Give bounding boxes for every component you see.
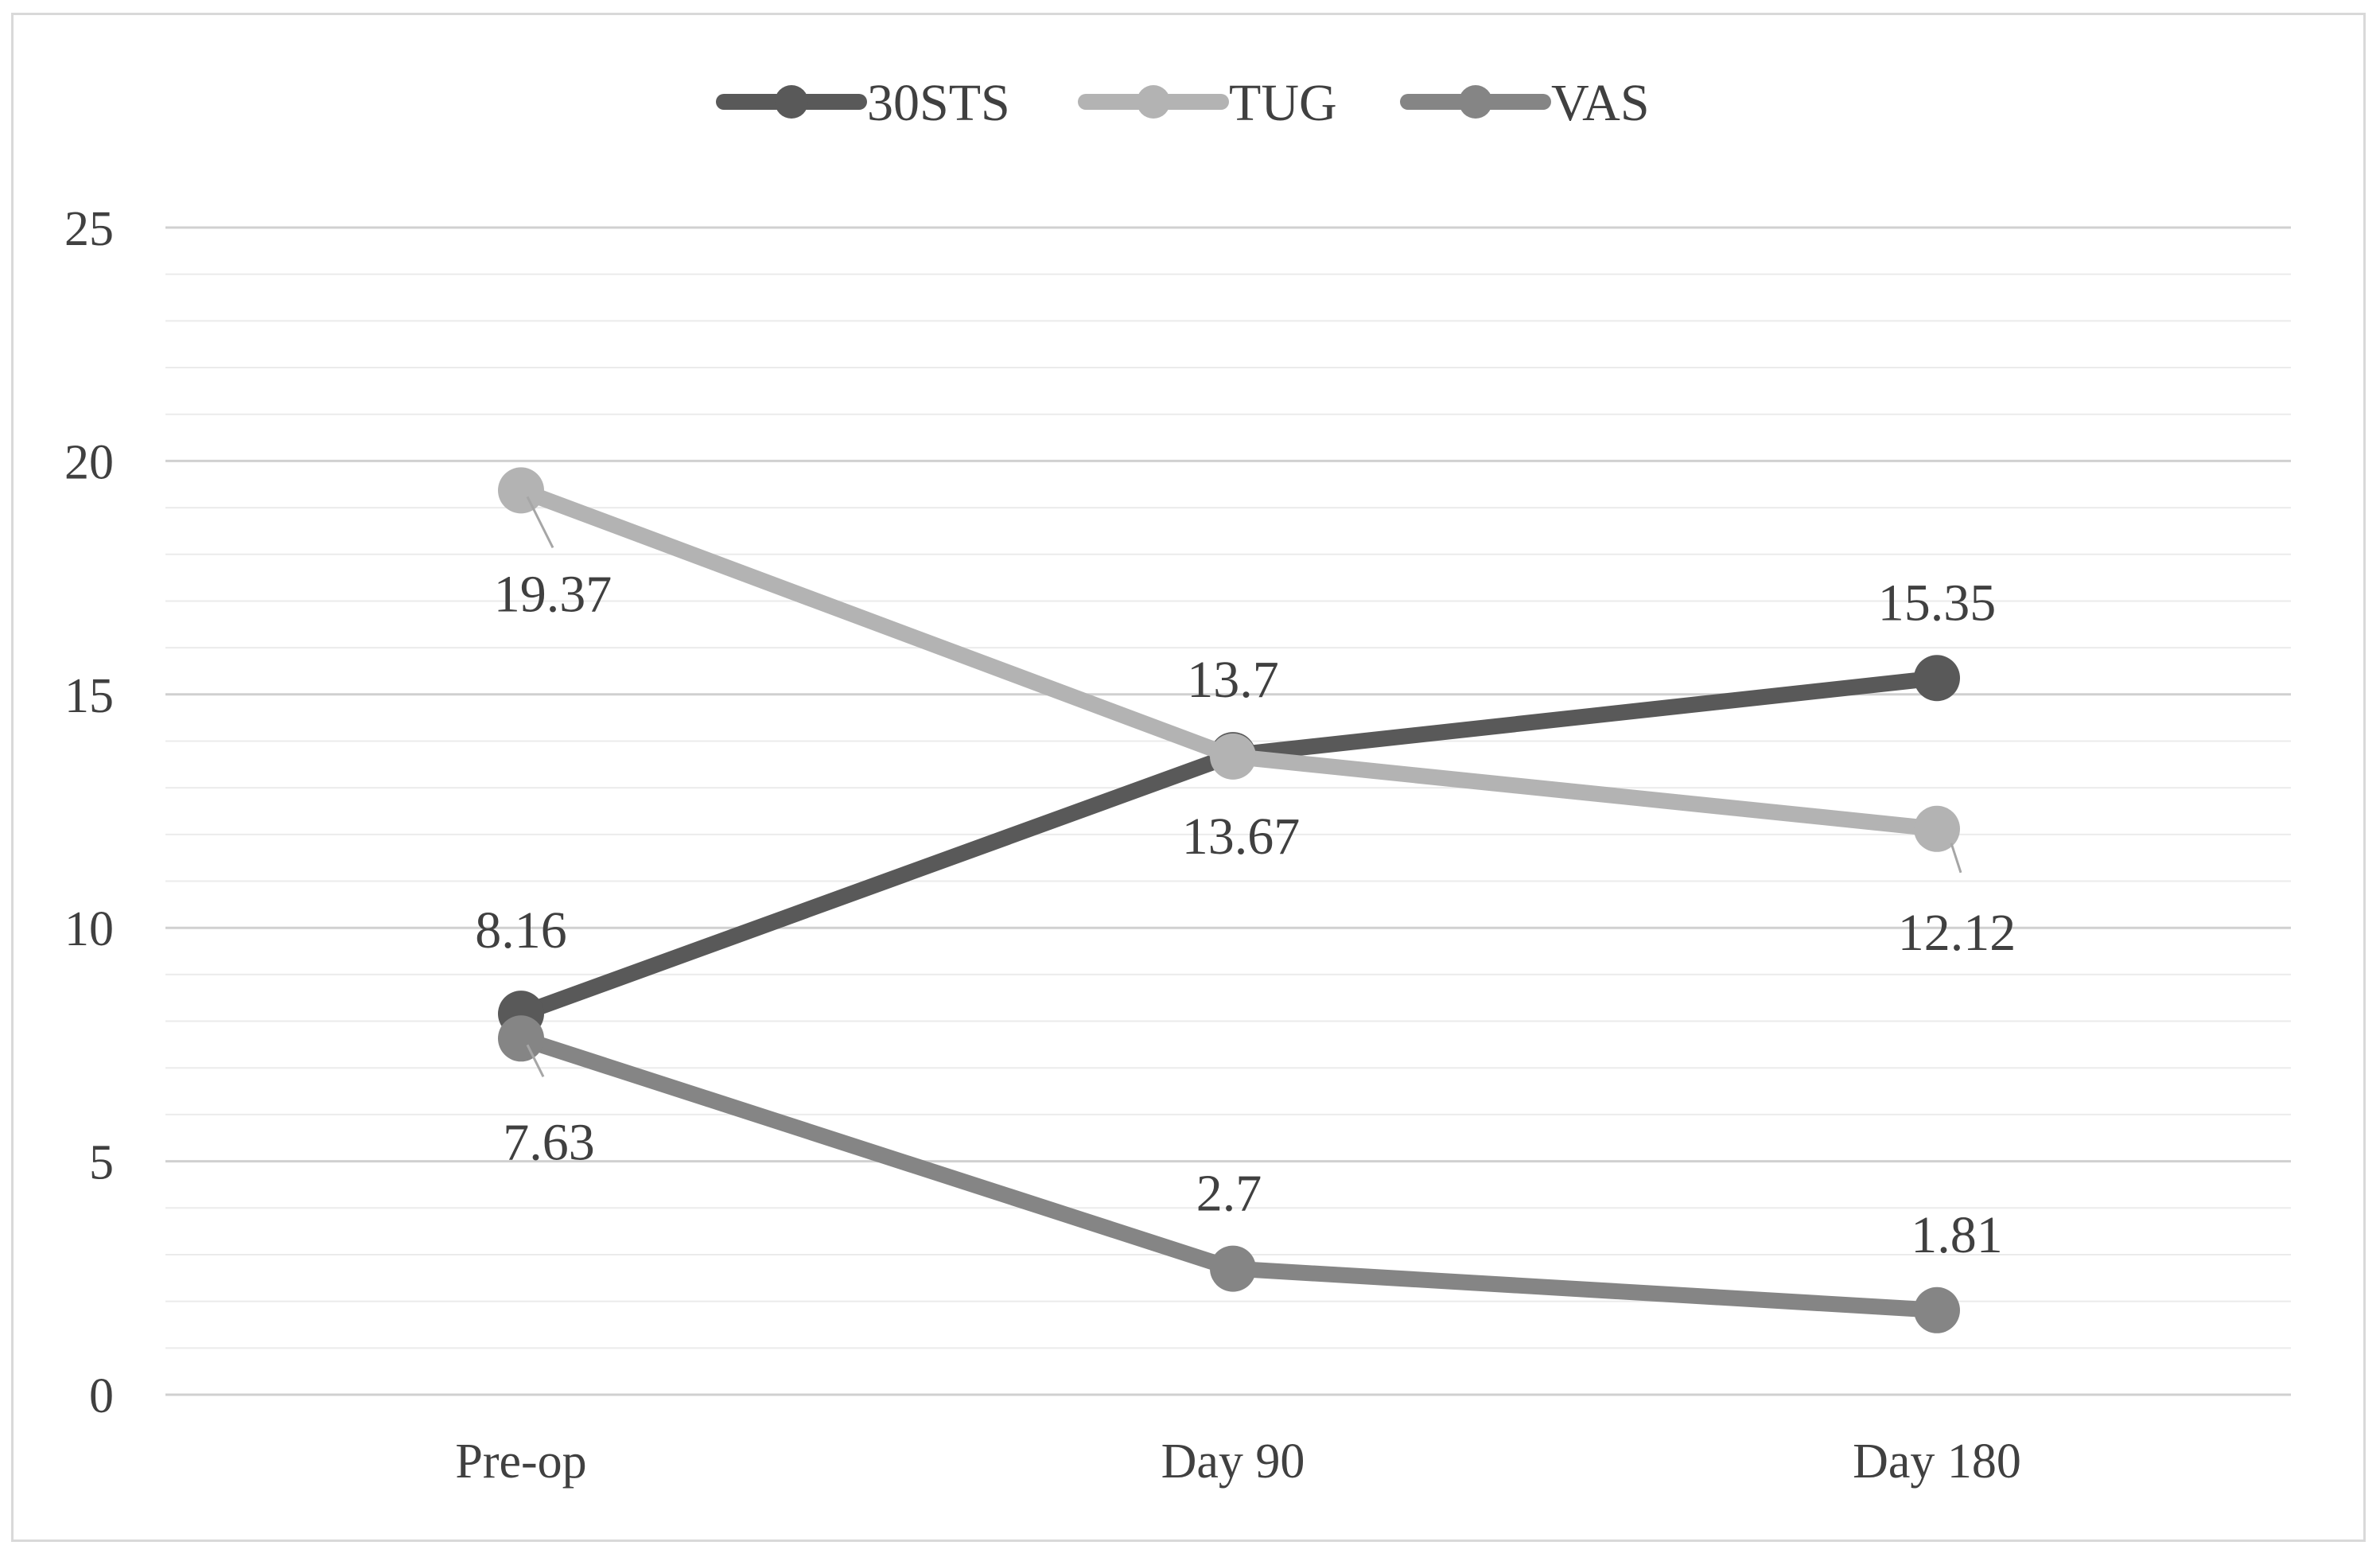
data-label-30sts: 8.16	[475, 901, 567, 960]
data-point-tug[interactable]	[498, 467, 544, 514]
series-lines	[498, 467, 1960, 1333]
legend-label-tug: TUG	[1229, 74, 1337, 132]
legend-marker-vas	[1459, 85, 1492, 119]
data-point-tug[interactable]	[1914, 805, 1960, 852]
legend-item-30sts[interactable]: 30STS	[716, 74, 1010, 132]
data-point-tug[interactable]	[1210, 733, 1256, 780]
y-tick-label: 25	[64, 202, 114, 256]
legend-item-vas[interactable]: VAS	[1400, 74, 1650, 132]
leader-line	[1950, 843, 1962, 874]
data-label-tug: 13.67	[1182, 808, 1301, 866]
data-labels: 8.16 13.7 15.35 19.37 13.67 12.12 7.63 2.7 1.81	[475, 496, 2016, 1264]
y-tick-label: 10	[64, 902, 114, 956]
legend-marker-30sts	[775, 85, 808, 119]
leader-line	[526, 1044, 545, 1077]
y-tick-label: 5	[89, 1136, 114, 1190]
legend-marker-tug	[1137, 85, 1170, 119]
data-label-vas: 7.63	[503, 1113, 595, 1171]
data-label-30sts: 13.7	[1187, 651, 1279, 709]
x-axis-ticks: Pre-op Day 90 Day 180	[455, 1434, 2021, 1489]
y-tick-label: 20	[64, 435, 114, 489]
legend[interactable]: 30STS TUG VAS	[716, 74, 1650, 132]
x-tick-label: Day 90	[1161, 1434, 1305, 1489]
leader-line	[526, 496, 554, 549]
legend-label-30sts: 30STS	[867, 74, 1010, 132]
y-tick-label: 0	[89, 1369, 114, 1423]
x-tick-label: Day 180	[1853, 1434, 2021, 1489]
data-point-vas[interactable]	[1914, 1286, 1960, 1333]
data-label-vas: 2.7	[1196, 1165, 1262, 1223]
legend-item-tug[interactable]: TUG	[1078, 74, 1337, 132]
data-point-30sts[interactable]	[1914, 655, 1960, 702]
y-axis-ticks: 0 5 10 15 20 25	[64, 202, 114, 1423]
y-tick-label: 15	[64, 669, 114, 723]
data-point-vas[interactable]	[1210, 1245, 1256, 1292]
data-label-tug: 19.37	[494, 565, 612, 623]
data-label-tug: 12.12	[1898, 904, 2016, 962]
data-point-vas[interactable]	[498, 1015, 544, 1062]
legend-label-vas: VAS	[1551, 74, 1650, 132]
data-label-vas: 1.81	[1911, 1206, 2003, 1264]
data-label-30sts: 15.35	[1878, 574, 1997, 632]
x-tick-label: Pre-op	[455, 1434, 586, 1489]
